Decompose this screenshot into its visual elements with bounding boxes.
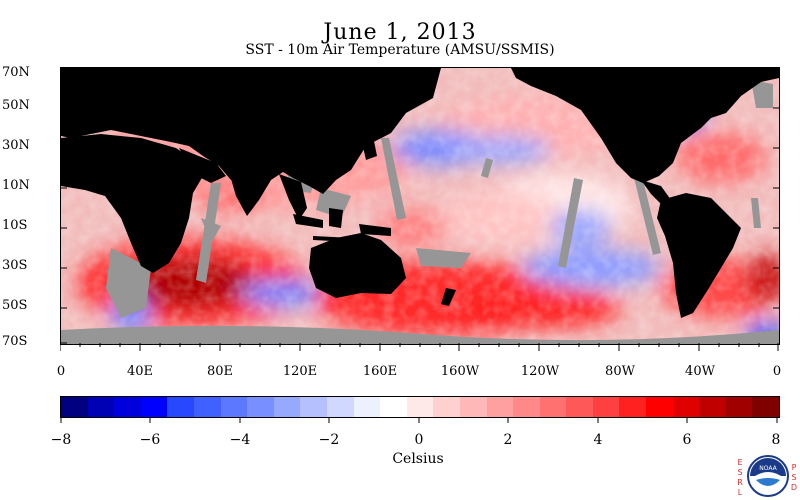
- colorbar-tick-neg2: −2: [318, 432, 340, 448]
- sst-map-svg: [61, 68, 779, 344]
- colorbar-cell: [459, 397, 487, 417]
- colorbar-cell: [380, 397, 407, 417]
- lat-label-10s: 10S: [2, 218, 28, 233]
- lat-label-10n: 10N: [2, 178, 30, 193]
- map-title: June 1, 2013: [323, 20, 477, 45]
- colorbar-tick-2: 2: [503, 432, 513, 448]
- colorbar-cell: [326, 397, 354, 417]
- colorbar-cell: [646, 397, 673, 417]
- colorbar-cell: [592, 397, 620, 417]
- colorbar: [60, 396, 780, 418]
- colorbar-cell: [61, 397, 88, 417]
- colorbar-cell: [699, 397, 726, 417]
- colorbar-cell: [752, 397, 780, 417]
- noaa-logo-icon: NOAA: [747, 455, 789, 497]
- colorbar-cell: [486, 397, 514, 417]
- colorbar-tick-8: 8: [771, 432, 781, 448]
- lat-label-70n: 70N: [2, 65, 30, 80]
- land-masses: [61, 68, 779, 318]
- colorbar-units-label: Celsius: [392, 451, 444, 467]
- lon-label-120e: 120E: [282, 364, 318, 379]
- colorbar-cell: [513, 397, 540, 417]
- colorbar-tick-6: 6: [682, 432, 692, 448]
- lon-label-40w: 40W: [685, 364, 715, 379]
- lon-label-80e: 80E: [206, 364, 234, 379]
- colorbar-tick-4: 4: [593, 432, 603, 448]
- colorbar-cell: [619, 397, 647, 417]
- lat-label-30s: 30S: [2, 258, 28, 273]
- colorbar-cell: [140, 397, 168, 417]
- lat-label-50n: 50N: [2, 98, 30, 113]
- colorbar-cell: [406, 397, 434, 417]
- sst-anomaly-map: [60, 67, 780, 345]
- lon-ticks: [60, 343, 779, 351]
- graticule-ticks: [61, 68, 779, 344]
- lat-label-50s: 50S: [2, 298, 28, 313]
- lon-label-160w: 160W: [440, 364, 480, 379]
- svg-text:NOAA: NOAA: [759, 465, 777, 472]
- lon-label-0-end: 0: [772, 364, 782, 379]
- colorbar-cell: [300, 397, 327, 417]
- colorbar-tick-neg8: −8: [50, 432, 72, 448]
- colorbar-cell: [114, 397, 141, 417]
- colorbar-cell: [566, 397, 593, 417]
- colorbar-tick-0: 0: [414, 432, 424, 448]
- colorbar-cell: [167, 397, 194, 417]
- colorbar-cell: [539, 397, 567, 417]
- colorbar-cell: [725, 397, 753, 417]
- lon-label-80w: 80W: [605, 364, 635, 379]
- lat-label-70s: 70S: [2, 334, 28, 349]
- colorbar-cell: [433, 397, 460, 417]
- lon-label-160e: 160E: [362, 364, 398, 379]
- colorbar-cell: [193, 397, 221, 417]
- colorbar-cell: [273, 397, 301, 417]
- colorbar-tick-neg4: −4: [229, 432, 251, 448]
- colorbar-cell: [87, 397, 115, 417]
- colorbar-cell: [247, 397, 274, 417]
- lon-label-0: 0: [56, 364, 66, 379]
- lon-label-120w: 120W: [520, 364, 560, 379]
- lat-label-30n: 30N: [2, 138, 30, 153]
- colorbar-tick-neg6: −6: [139, 432, 161, 448]
- map-subtitle: SST - 10m Air Temperature (AMSU/SSMIS): [245, 42, 555, 58]
- lon-label-40e: 40E: [126, 364, 154, 379]
- colorbar-cell: [353, 397, 381, 417]
- colorbar-cell: [220, 397, 248, 417]
- colorbar-cell: [672, 397, 700, 417]
- colorbar-ticks: [60, 417, 778, 423]
